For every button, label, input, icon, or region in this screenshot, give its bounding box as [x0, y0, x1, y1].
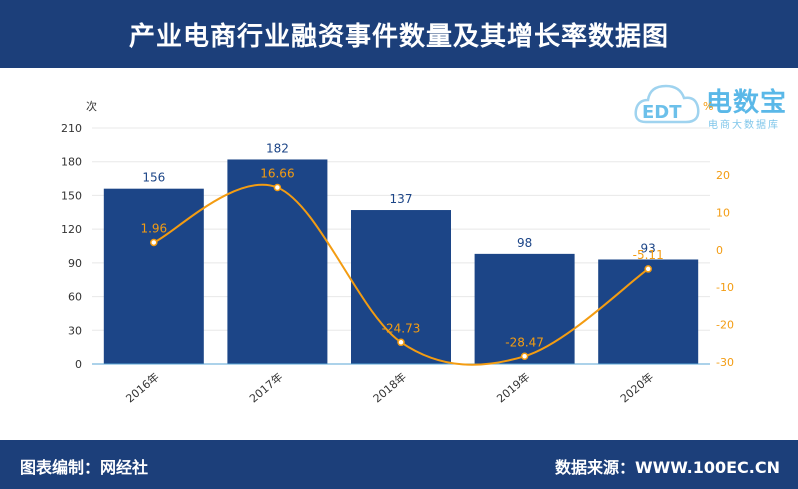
y-tick-label: 60 [68, 291, 82, 304]
y-tick-label: 210 [61, 122, 82, 135]
y2-tick-label: 0 [716, 244, 723, 257]
y-tick-label: 180 [61, 156, 82, 169]
line-point [397, 338, 405, 347]
logo-brand-text: 电数宝 [706, 88, 788, 118]
line-point [520, 352, 529, 361]
x-tick-label: 2018年 [370, 370, 409, 406]
footer-source: 数据来源：WWW.100EC.CN [554, 458, 780, 477]
bar [227, 159, 328, 364]
y-tick-label: 0 [75, 358, 82, 371]
x-tick-label: 2017年 [246, 370, 285, 406]
logo-sub-text: 电商大数据库 [708, 120, 780, 131]
bar [351, 210, 451, 364]
line-value-label: -5.11 [633, 248, 664, 262]
y2-tick-label: 10 [716, 206, 730, 219]
bar [103, 188, 204, 364]
y-tick-label: 30 [68, 324, 82, 337]
bar-series [103, 159, 699, 364]
bar-value-label: 182 [266, 141, 289, 155]
y-tick-label: 120 [61, 223, 82, 236]
x-tick-label: 2016年 [123, 370, 162, 406]
chart-title: 产业电商行业融资事件数量及其增长率数据图 [128, 21, 669, 52]
x-tick-label: 2020年 [617, 370, 656, 406]
data-labels: 156 182 137 98 93 1.96 16.66 -24.73 -28.47 -5.11 [140, 141, 663, 349]
line-point [644, 265, 652, 273]
y2-tick-label: -20 [716, 319, 734, 332]
line-value-label: -28.47 [505, 335, 544, 349]
bar-value-label: 93 [641, 241, 656, 255]
cloud-logo-icon: EDT [634, 84, 700, 124]
bar [474, 253, 575, 364]
line-point [150, 238, 158, 247]
line-series [150, 183, 652, 366]
line-point [273, 183, 282, 192]
bar-value-label: 137 [390, 192, 413, 206]
x-tick-label: 2019年 [494, 370, 533, 406]
chart-footer: 图表编制：网经社 数据来源：WWW.100EC.CN [0, 440, 798, 489]
footer-credit: 图表编制：网经社 [20, 458, 149, 477]
bar-value-label: 98 [517, 236, 532, 250]
chart-area: 0 30 60 90 120 150 180 210 次 -30 -20 -10 0 10 20% 2016年… [61, 99, 734, 406]
y-tick-label: 90 [68, 257, 82, 270]
chart-header: 产业电商行业融资事件数量及其增长率数据图 [0, 0, 798, 68]
logo-mark-text: EDT [642, 102, 682, 123]
bar [598, 259, 699, 364]
y2-tick-label: 20 [716, 169, 730, 182]
line-value-label: 16.66 [260, 166, 294, 180]
y2-tick-label: -10 [716, 281, 734, 294]
brand-logo: EDT 电数宝 电商大数据库 [632, 76, 792, 134]
y-tick-label: 150 [61, 189, 82, 202]
growth-line [153, 183, 649, 366]
y-axis-label: 次 [86, 99, 97, 113]
y2-axis-label: % [703, 100, 713, 113]
bar-value-label: 156 [142, 171, 165, 185]
y2-tick-label: -30 [716, 356, 734, 369]
line-value-label: 1.96 [140, 221, 167, 235]
line-value-label: -24.73 [382, 321, 421, 335]
